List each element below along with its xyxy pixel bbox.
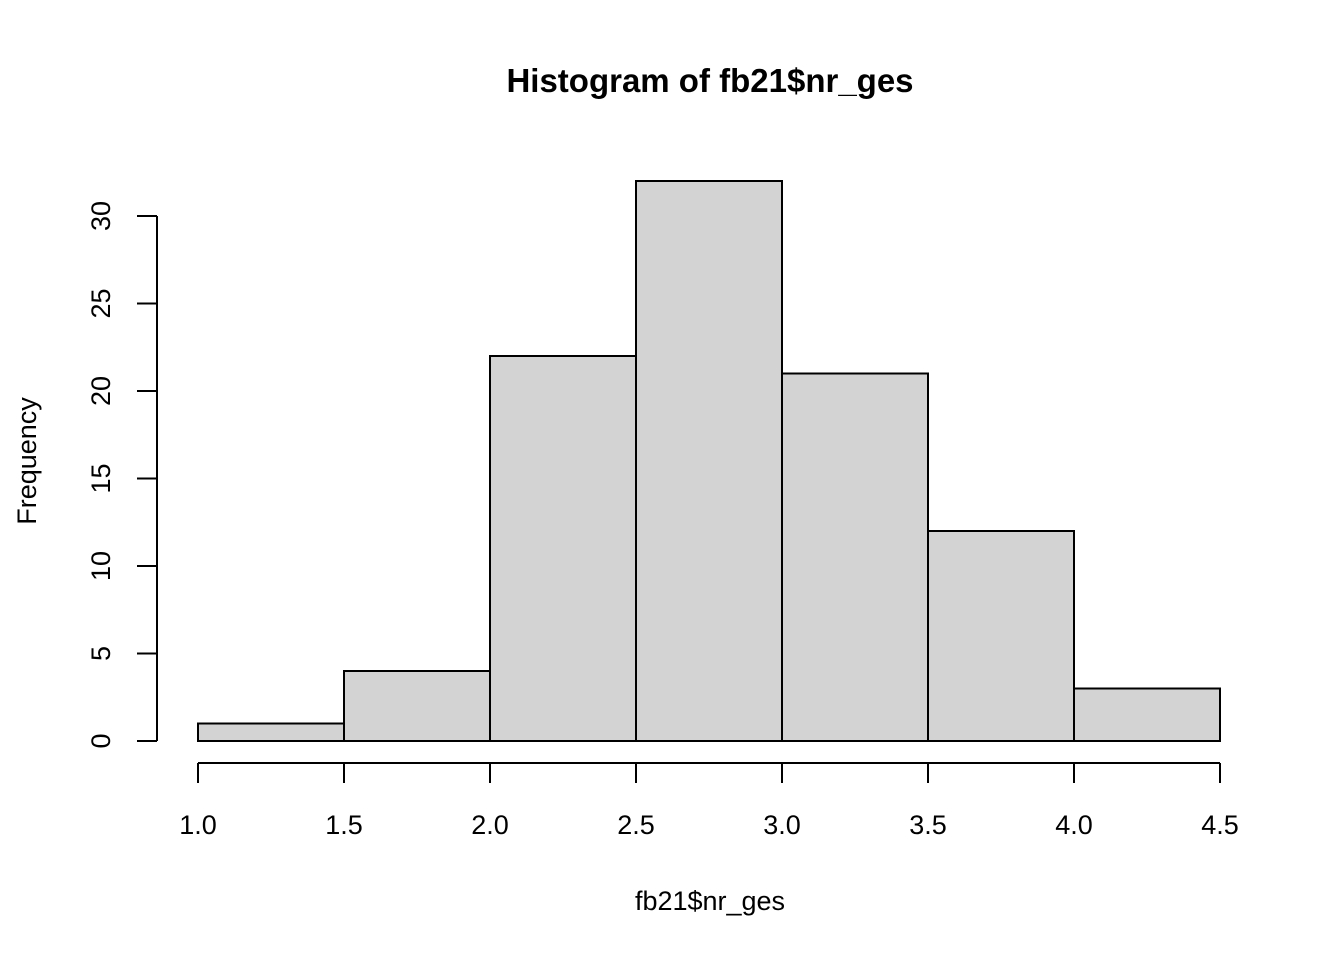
histogram-bar (489, 355, 637, 742)
chart-title: Histogram of fb21$nr_ges (506, 62, 913, 99)
histogram-bar (635, 180, 783, 742)
x-tick-label: 2.0 (471, 810, 509, 840)
y-tick-label: 20 (86, 376, 116, 406)
y-tick-label: 25 (86, 288, 116, 318)
histogram-bar (927, 530, 1075, 742)
x-axis-label: fb21$nr_ges (635, 886, 785, 916)
x-tick-label: 3.0 (763, 810, 801, 840)
x-tick-label: 1.0 (179, 810, 217, 840)
x-axis: 1.0 1.5 2.0 2.5 3.0 3.5 4.0 4.5 (179, 762, 1239, 840)
y-tick-label: 0 (86, 733, 116, 748)
x-tick-label: 4.5 (1201, 810, 1239, 840)
x-tick-label: 3.5 (909, 810, 947, 840)
y-tick-label: 15 (86, 463, 116, 493)
histogram-bar (343, 670, 491, 742)
bars-group (197, 180, 1221, 742)
histogram-bar (197, 722, 345, 742)
y-tick-label: 30 (86, 201, 116, 231)
x-tick-label: 4.0 (1055, 810, 1093, 840)
y-axis-label: Frequency (12, 397, 42, 525)
x-tick-label: 1.5 (325, 810, 363, 840)
y-axis: 0 5 10 15 20 25 30 (86, 201, 158, 749)
histogram-bar (1073, 687, 1221, 742)
y-tick-label: 5 (86, 646, 116, 661)
y-tick-label: 10 (86, 551, 116, 581)
x-tick-label: 2.5 (617, 810, 655, 840)
histogram-bar (781, 372, 929, 742)
